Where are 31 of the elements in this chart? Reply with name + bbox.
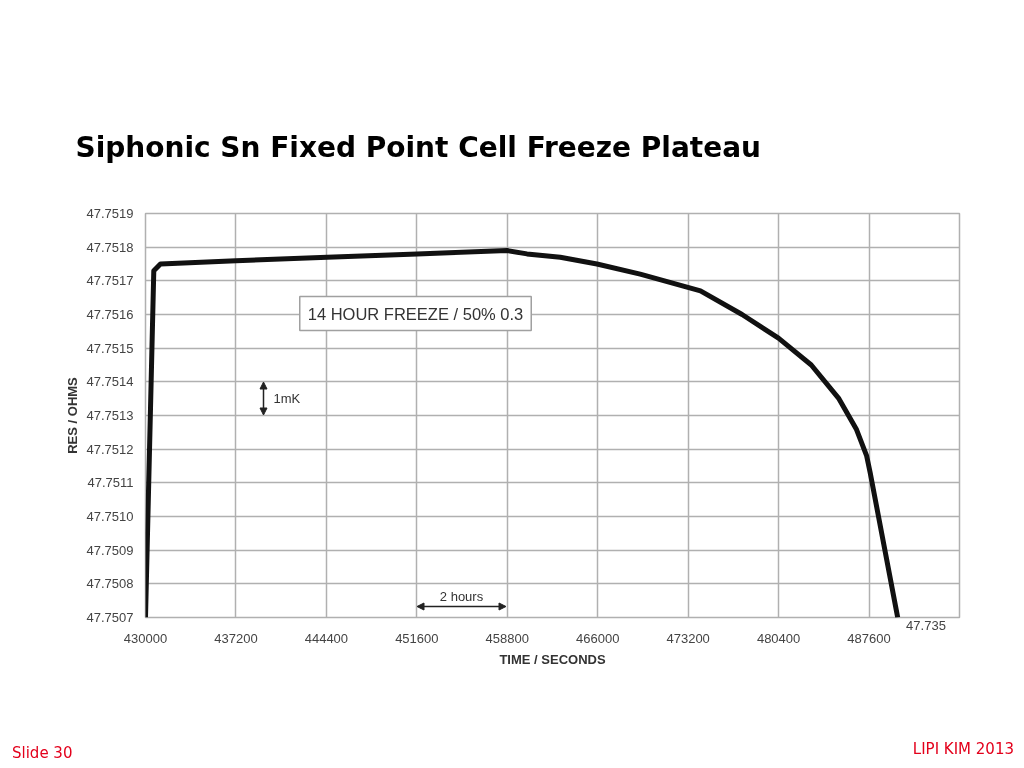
y-tick-label: 47.7513	[86, 408, 134, 423]
x-axis-title: TIME / SECONDS	[499, 651, 606, 667]
x-tick-label: 466000	[576, 630, 620, 646]
y-tick-label: 47.7519	[86, 206, 134, 221]
x-tick-label: 473200	[666, 630, 710, 646]
y-tick-label: 47.7514	[86, 374, 134, 390]
y-tick-label: 47.7516	[86, 307, 134, 322]
y-tick-label: 47.7511	[87, 475, 134, 491]
y-tick-label: 47.7508	[86, 576, 134, 592]
y-tick-label: 47.7507	[86, 610, 134, 625]
text: Slide 30	[12, 743, 73, 764]
y-tick-label: 47.7517	[86, 273, 134, 289]
text: 47.735	[906, 616, 946, 635]
y-tick-label: 47.7515	[86, 340, 134, 356]
x-tick-label: 444400	[304, 630, 349, 646]
annotation: 2 hours	[439, 589, 484, 604]
x-tick-label: 430000	[123, 630, 168, 646]
chart-title: Siphonic Sn Fixed Point Cell Freeze Plateau	[75, 130, 762, 164]
x-tick-label: 480400	[756, 630, 801, 646]
x-tick-label: 437200	[214, 630, 258, 646]
y-axis-title: RES / OHMS	[64, 376, 80, 454]
x-tick-label: 487600	[847, 630, 891, 646]
x-tick-label: 458800	[485, 630, 529, 646]
y-tick-label: 47.7510	[86, 509, 134, 524]
annotation: 14 HOUR FREEZE / 50% 0.3	[307, 304, 524, 323]
y-tick-label: 47.7509	[86, 542, 134, 558]
text: LIPI KIM 2013	[912, 739, 1014, 760]
annotation: 1mK	[273, 391, 301, 406]
y-tick-label: 47.7518	[86, 239, 134, 255]
y-tick-label: 47.7512	[86, 441, 134, 457]
x-tick-label: 451600	[395, 630, 439, 646]
